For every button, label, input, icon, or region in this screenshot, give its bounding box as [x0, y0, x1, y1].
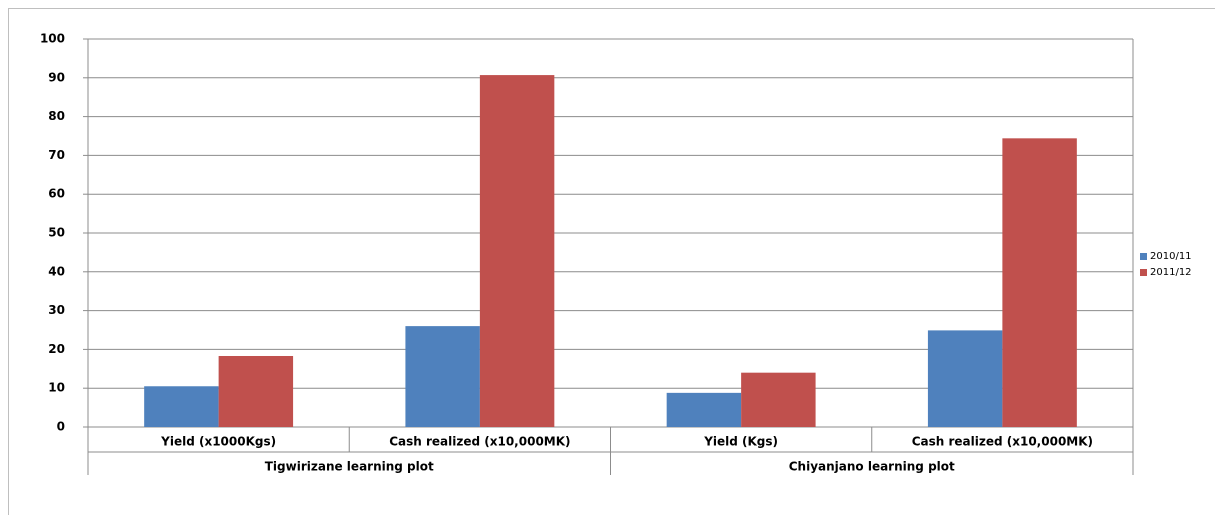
y-tick-label: 40	[48, 264, 65, 278]
legend-swatch	[1140, 253, 1147, 260]
y-tick-label: 30	[48, 303, 65, 317]
x-tick-label: Cash realized (x10,000MK)	[912, 435, 1093, 449]
y-tick-label: 70	[48, 148, 65, 162]
y-tick-label: 20	[48, 342, 65, 356]
bar	[479, 75, 555, 428]
x-tick-label: Yield (x1000Kgs)	[160, 435, 276, 449]
x-tick-label: Yield (Kgs)	[703, 435, 778, 449]
bar	[1002, 138, 1077, 427]
chart-border	[8, 8, 1215, 515]
y-tick-label: 100	[40, 32, 65, 46]
bar	[741, 372, 816, 427]
legend-swatch	[1140, 269, 1147, 276]
y-tick-label: 50	[48, 226, 65, 240]
y-tick-label: 60	[48, 187, 65, 201]
bar	[666, 392, 742, 427]
bar	[405, 326, 480, 427]
y-tick-label: 0	[57, 420, 65, 434]
group-label: Tigwirizane learning plot	[265, 460, 434, 474]
y-tick-label: 80	[48, 109, 65, 123]
legend-label: 2011/12	[1150, 267, 1192, 278]
bar	[927, 330, 1003, 427]
bar	[218, 355, 294, 427]
legend-label: 2010/11	[1150, 251, 1192, 262]
y-tick-label: 10	[48, 381, 65, 395]
x-tick-label: Cash realized (x10,000MK)	[389, 435, 570, 449]
y-tick-label: 90	[48, 70, 65, 84]
bar	[144, 386, 219, 427]
group-label: Chiyanjano learning plot	[789, 460, 955, 474]
